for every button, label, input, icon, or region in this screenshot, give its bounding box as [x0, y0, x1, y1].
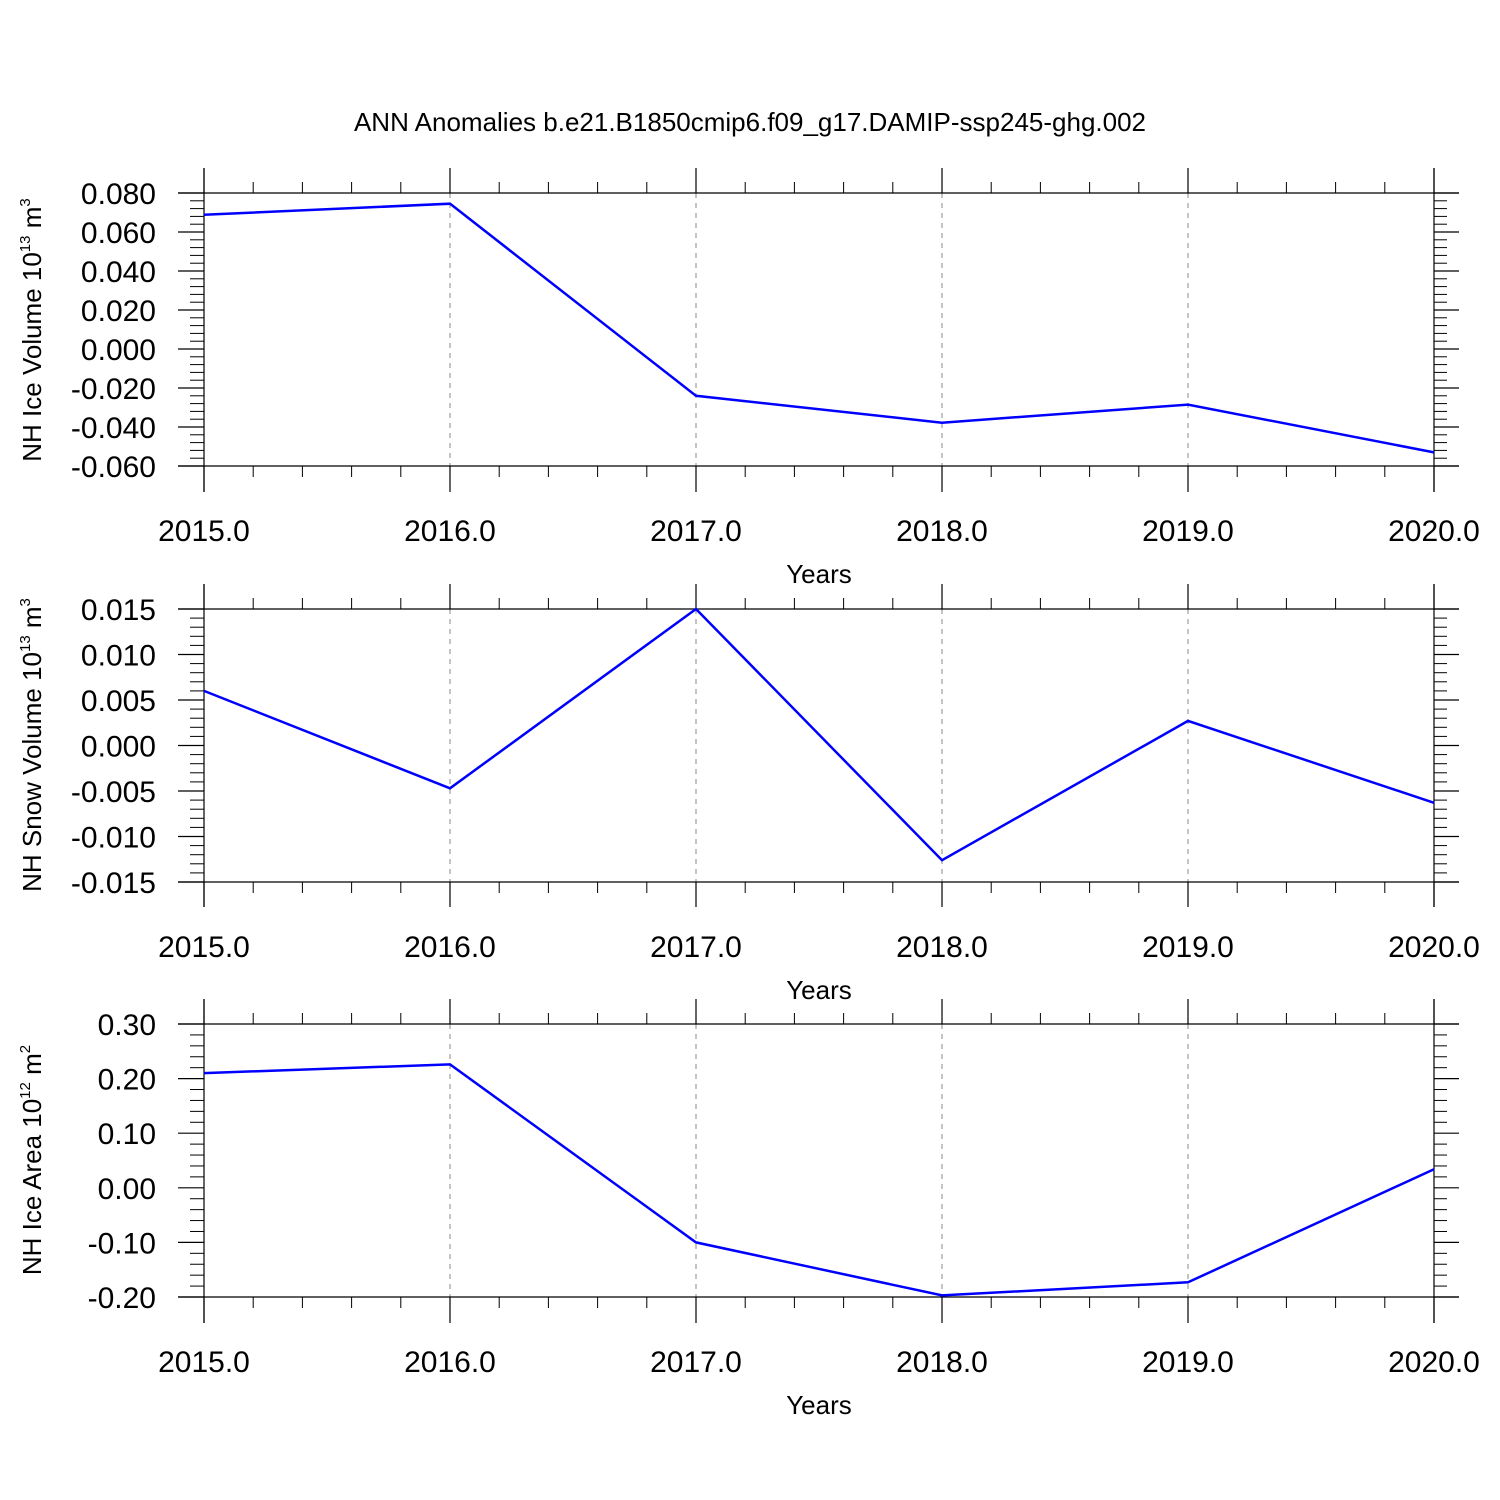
x-tick-label: 2017.0: [650, 515, 742, 548]
x-tick-label: 2018.0: [896, 1346, 988, 1379]
x-tick-label: 2019.0: [1142, 1346, 1234, 1379]
series-line: [203, 202, 1435, 454]
y-tick-label: 0.10: [98, 1118, 156, 1151]
x-tick-label: 2019.0: [1142, 515, 1234, 548]
x-tick-label: 2015.0: [158, 1346, 250, 1379]
y-axis-title-unit-exponent: 3: [17, 198, 34, 206]
x-tick-label: 2018.0: [896, 931, 988, 964]
x-tick-label: 2016.0: [404, 931, 496, 964]
x-axis-title: Years: [786, 1390, 852, 1420]
y-tick-label: -0.040: [71, 412, 156, 445]
x-tick-label: 2017.0: [650, 931, 742, 964]
y-tick-label: -0.060: [71, 451, 156, 484]
x-tick-label: 2020.0: [1388, 1346, 1480, 1379]
y-axis-title-exponent: 13: [17, 235, 34, 252]
y-axis-title-unit-exponent: 2: [17, 1045, 34, 1053]
y-axis-title-exponent: 12: [17, 1082, 34, 1099]
y-tick-label: -0.010: [71, 822, 156, 855]
y-tick-label: -0.20: [88, 1282, 156, 1315]
series-line: [203, 607, 1435, 862]
y-tick-label: -0.005: [71, 776, 156, 809]
x-tick-label: 2015.0: [158, 931, 250, 964]
y-axis-title-main: NH Ice Volume 10: [17, 252, 47, 462]
series-line: [203, 1063, 1435, 1297]
y-axis-title-unit: m: [17, 207, 47, 236]
chart-panel-3: 2015.0 2016.0 2017.0 2018.0 2019.0 2020.0 0.30…: [17, 999, 1480, 1420]
x-axis-title: Years: [786, 975, 852, 1005]
chart-title: ANN Anomalies b.e21.B1850cmip6.f09_g17.D…: [354, 107, 1146, 137]
y-axis-title: NH Ice Area 1012 m2: [17, 1045, 47, 1275]
x-tick-label: 2015.0: [158, 515, 250, 548]
x-tick-label: 2020.0: [1388, 515, 1480, 548]
y-axis-title: NH Snow Volume 1013 m3: [17, 598, 47, 892]
y-tick-label: 0.010: [81, 640, 156, 673]
y-axis-title-main: NH Snow Volume 10: [17, 652, 47, 892]
chart-panel-2: 2015.0 2016.0 2017.0 2018.0 2019.0 2020.0 0.01…: [17, 584, 1480, 1005]
x-tick-label: 2016.0: [404, 1346, 496, 1379]
y-tick-label: 0.040: [81, 256, 156, 289]
y-axis-title-unit: m: [17, 606, 47, 635]
y-tick-label: 0.080: [81, 178, 156, 211]
y-tick-label: 0.005: [81, 685, 156, 718]
y-axis-title-exponent: 13: [17, 635, 34, 652]
y-tick-label: 0.00: [98, 1173, 156, 1206]
x-tick-label: 2017.0: [650, 1346, 742, 1379]
x-axis-title: Years: [786, 559, 852, 589]
x-tick-label: 2019.0: [1142, 931, 1234, 964]
y-tick-label: -0.020: [71, 373, 156, 406]
y-axis-title-unit-exponent: 3: [17, 598, 34, 606]
y-tick-label: 0.30: [98, 1009, 156, 1042]
y-tick-label: 0.000: [81, 334, 156, 367]
y-tick-label: 0.060: [81, 217, 156, 250]
y-tick-label: 0.20: [98, 1064, 156, 1097]
x-tick-label: 2018.0: [896, 515, 988, 548]
y-tick-label: 0.015: [81, 594, 156, 627]
y-axis-title-unit: m: [17, 1053, 47, 1082]
x-tick-label: 2020.0: [1388, 931, 1480, 964]
x-tick-label: 2016.0: [404, 515, 496, 548]
y-tick-label: 0.000: [81, 731, 156, 764]
y-axis-title-main: NH Ice Area 10: [17, 1099, 47, 1275]
y-tick-label: 0.020: [81, 295, 156, 328]
y-tick-label: -0.015: [71, 867, 156, 900]
chart-panel-1: 2015.0 2016.0 2017.0 2018.0 2019.0 2020.0 0.08…: [17, 168, 1480, 589]
y-axis-title: NH Ice Volume 1013 m3: [17, 198, 47, 461]
y-tick-label: -0.10: [88, 1227, 156, 1260]
